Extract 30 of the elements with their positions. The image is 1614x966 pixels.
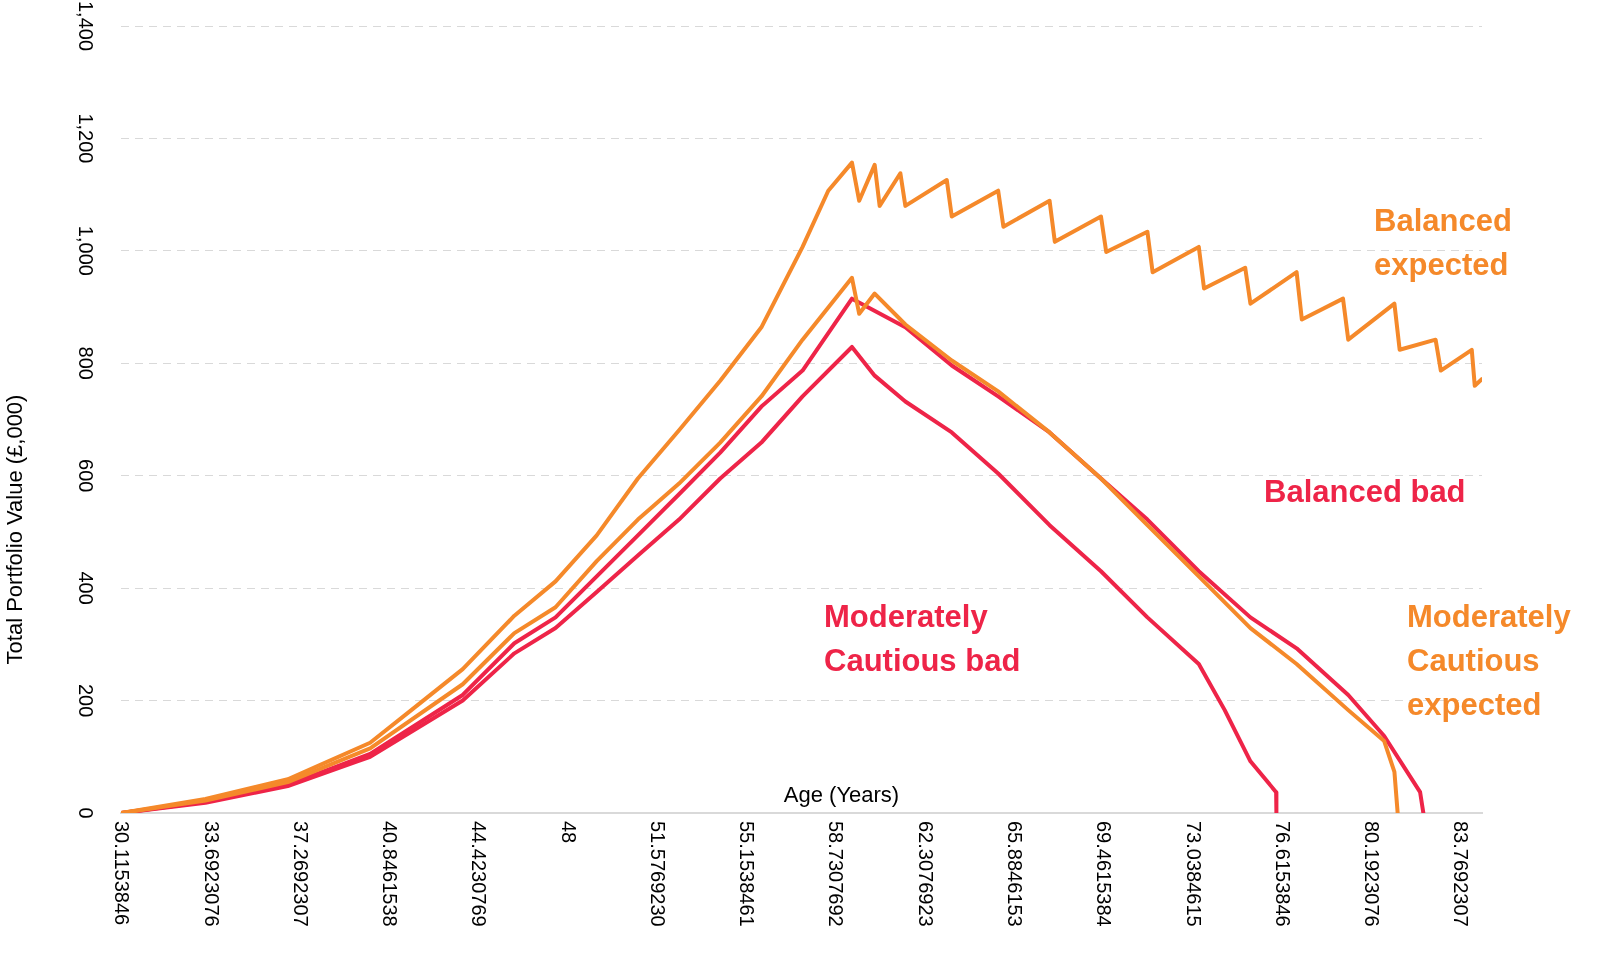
y-tick-label: 400 <box>75 571 98 605</box>
y-tick-label: 600 <box>75 459 98 493</box>
x-tick-label: 51.5769230 <box>646 821 669 927</box>
x-tick-label: 83.7692307 <box>1450 821 1473 927</box>
series-label: Balanced expected <box>1374 202 1512 282</box>
text: Balanced bad <box>1264 473 1466 509</box>
x-tick-label: 80.1923076 <box>1361 821 1384 927</box>
y-tick-label: 800 <box>75 346 98 380</box>
x-tick-label: 76.6153846 <box>1271 821 1294 927</box>
x-axis-title: Age (Years) <box>783 782 900 808</box>
y-tick-label: 1,200 <box>75 113 98 164</box>
x-tick-label: 44.4230769 <box>468 821 491 927</box>
x-tick-label: 62.3076923 <box>914 821 937 927</box>
x-tick-label: 40.8461538 <box>379 821 402 927</box>
y-tick-label: 0 <box>75 807 98 819</box>
text: Moderately Cautious bad <box>824 598 1021 678</box>
x-tick-label: 37.2692307 <box>289 821 312 927</box>
y-tick-label: 200 <box>75 683 98 718</box>
x-tick-label: 30.1153846 <box>111 821 134 926</box>
x-tick-label: 73.0384615 <box>1182 821 1205 927</box>
x-tick-label: 65.8846153 <box>1004 821 1026 927</box>
y-tick-label: 1,000 <box>75 225 98 276</box>
x-tick-label: 33.6923076 <box>200 821 223 927</box>
y-tick-label: 1,400 <box>75 0 98 52</box>
series-label: Moderately Cautious expected <box>1407 598 1572 722</box>
x-tick-label: 55.1538461 <box>736 821 759 927</box>
x-tick-label: 69.4615384 <box>1093 821 1116 927</box>
y-axis-title: Total Portfolio Value (£,000) <box>2 394 28 665</box>
x-tick-label: 48 <box>557 821 580 844</box>
x-tick-label: 58.7307692 <box>825 821 848 927</box>
